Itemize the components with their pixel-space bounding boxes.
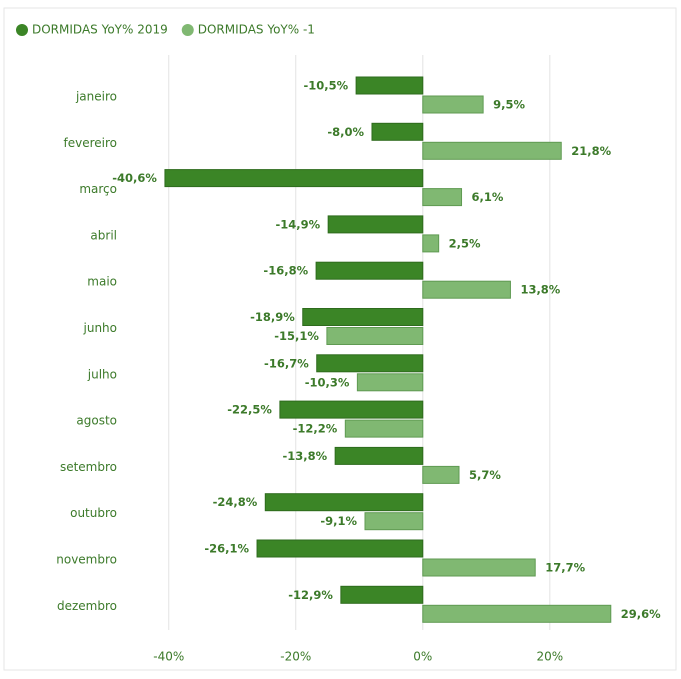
value-label: 21,8% bbox=[571, 144, 611, 158]
value-label: 6,1% bbox=[472, 190, 504, 204]
y-tick-label: março bbox=[79, 182, 117, 196]
bar bbox=[422, 188, 463, 207]
legend-marker bbox=[16, 24, 28, 36]
value-label: -18,9% bbox=[250, 310, 295, 324]
bar bbox=[422, 95, 484, 114]
x-tick-label: 0% bbox=[413, 650, 432, 664]
y-tick-label: abril bbox=[90, 228, 117, 242]
x-tick-label: -20% bbox=[280, 650, 311, 664]
bar bbox=[422, 558, 536, 577]
bar bbox=[327, 215, 424, 234]
value-label: 9,5% bbox=[493, 98, 525, 112]
value-label: -16,7% bbox=[264, 356, 309, 370]
bar bbox=[356, 373, 424, 392]
bar bbox=[334, 446, 424, 465]
value-label: 2,5% bbox=[449, 236, 481, 250]
bar bbox=[326, 327, 424, 345]
bar bbox=[422, 280, 511, 299]
value-label: 13,8% bbox=[520, 283, 560, 297]
bar bbox=[422, 141, 562, 160]
bar bbox=[302, 308, 424, 326]
value-label: -8,0% bbox=[327, 125, 364, 139]
value-label: -9,1% bbox=[320, 514, 357, 528]
y-tick-label: setembro bbox=[60, 460, 117, 474]
y-tick-label: fevereiro bbox=[64, 136, 118, 150]
x-tick-label: -40% bbox=[153, 650, 184, 664]
bar bbox=[316, 354, 424, 373]
value-label: -14,9% bbox=[275, 217, 320, 231]
y-tick-label: novembro bbox=[56, 553, 117, 567]
value-label: -16,8% bbox=[263, 264, 308, 278]
frame bbox=[3, 7, 677, 671]
bar bbox=[315, 261, 424, 280]
bar bbox=[422, 604, 612, 623]
y-tick-label: junho bbox=[83, 321, 118, 335]
y-tick-label: outubro bbox=[70, 506, 117, 520]
bar bbox=[371, 122, 424, 141]
y-tick-label: janeiro bbox=[75, 90, 117, 104]
y-tick-label: maio bbox=[87, 275, 117, 289]
bar bbox=[422, 465, 460, 484]
bar bbox=[264, 493, 424, 512]
bar bbox=[279, 400, 424, 419]
value-label: -10,3% bbox=[305, 375, 350, 389]
value-label: -12,2% bbox=[293, 422, 338, 436]
value-label: 17,7% bbox=[545, 561, 585, 575]
y-tick-label: julho bbox=[87, 367, 117, 381]
y-tick-label: agosto bbox=[76, 414, 117, 428]
bar bbox=[164, 169, 424, 188]
value-label: -13,8% bbox=[282, 449, 327, 463]
value-label: -26,1% bbox=[204, 542, 249, 556]
value-label: -12,9% bbox=[288, 588, 333, 602]
bar bbox=[355, 76, 424, 95]
legend-label: DORMIDAS YoY% -1 bbox=[198, 23, 315, 37]
legend-marker bbox=[181, 24, 194, 36]
value-label: -10,5% bbox=[303, 79, 348, 93]
value-label: 29,6% bbox=[621, 607, 661, 621]
value-label: -22,5% bbox=[227, 403, 272, 417]
legend-label: DORMIDAS YoY% 2019 bbox=[32, 23, 168, 37]
y-tick-label: dezembro bbox=[57, 599, 117, 613]
bar bbox=[340, 585, 424, 604]
value-label: -24,8% bbox=[213, 495, 258, 509]
bar bbox=[422, 234, 440, 253]
value-label: 5,7% bbox=[469, 468, 501, 482]
bar bbox=[344, 419, 424, 438]
bar bbox=[256, 539, 424, 558]
value-label: -40,6% bbox=[112, 171, 157, 185]
value-label: -15,1% bbox=[274, 329, 319, 343]
x-tick-label: 20% bbox=[536, 650, 563, 664]
bar bbox=[364, 512, 424, 531]
